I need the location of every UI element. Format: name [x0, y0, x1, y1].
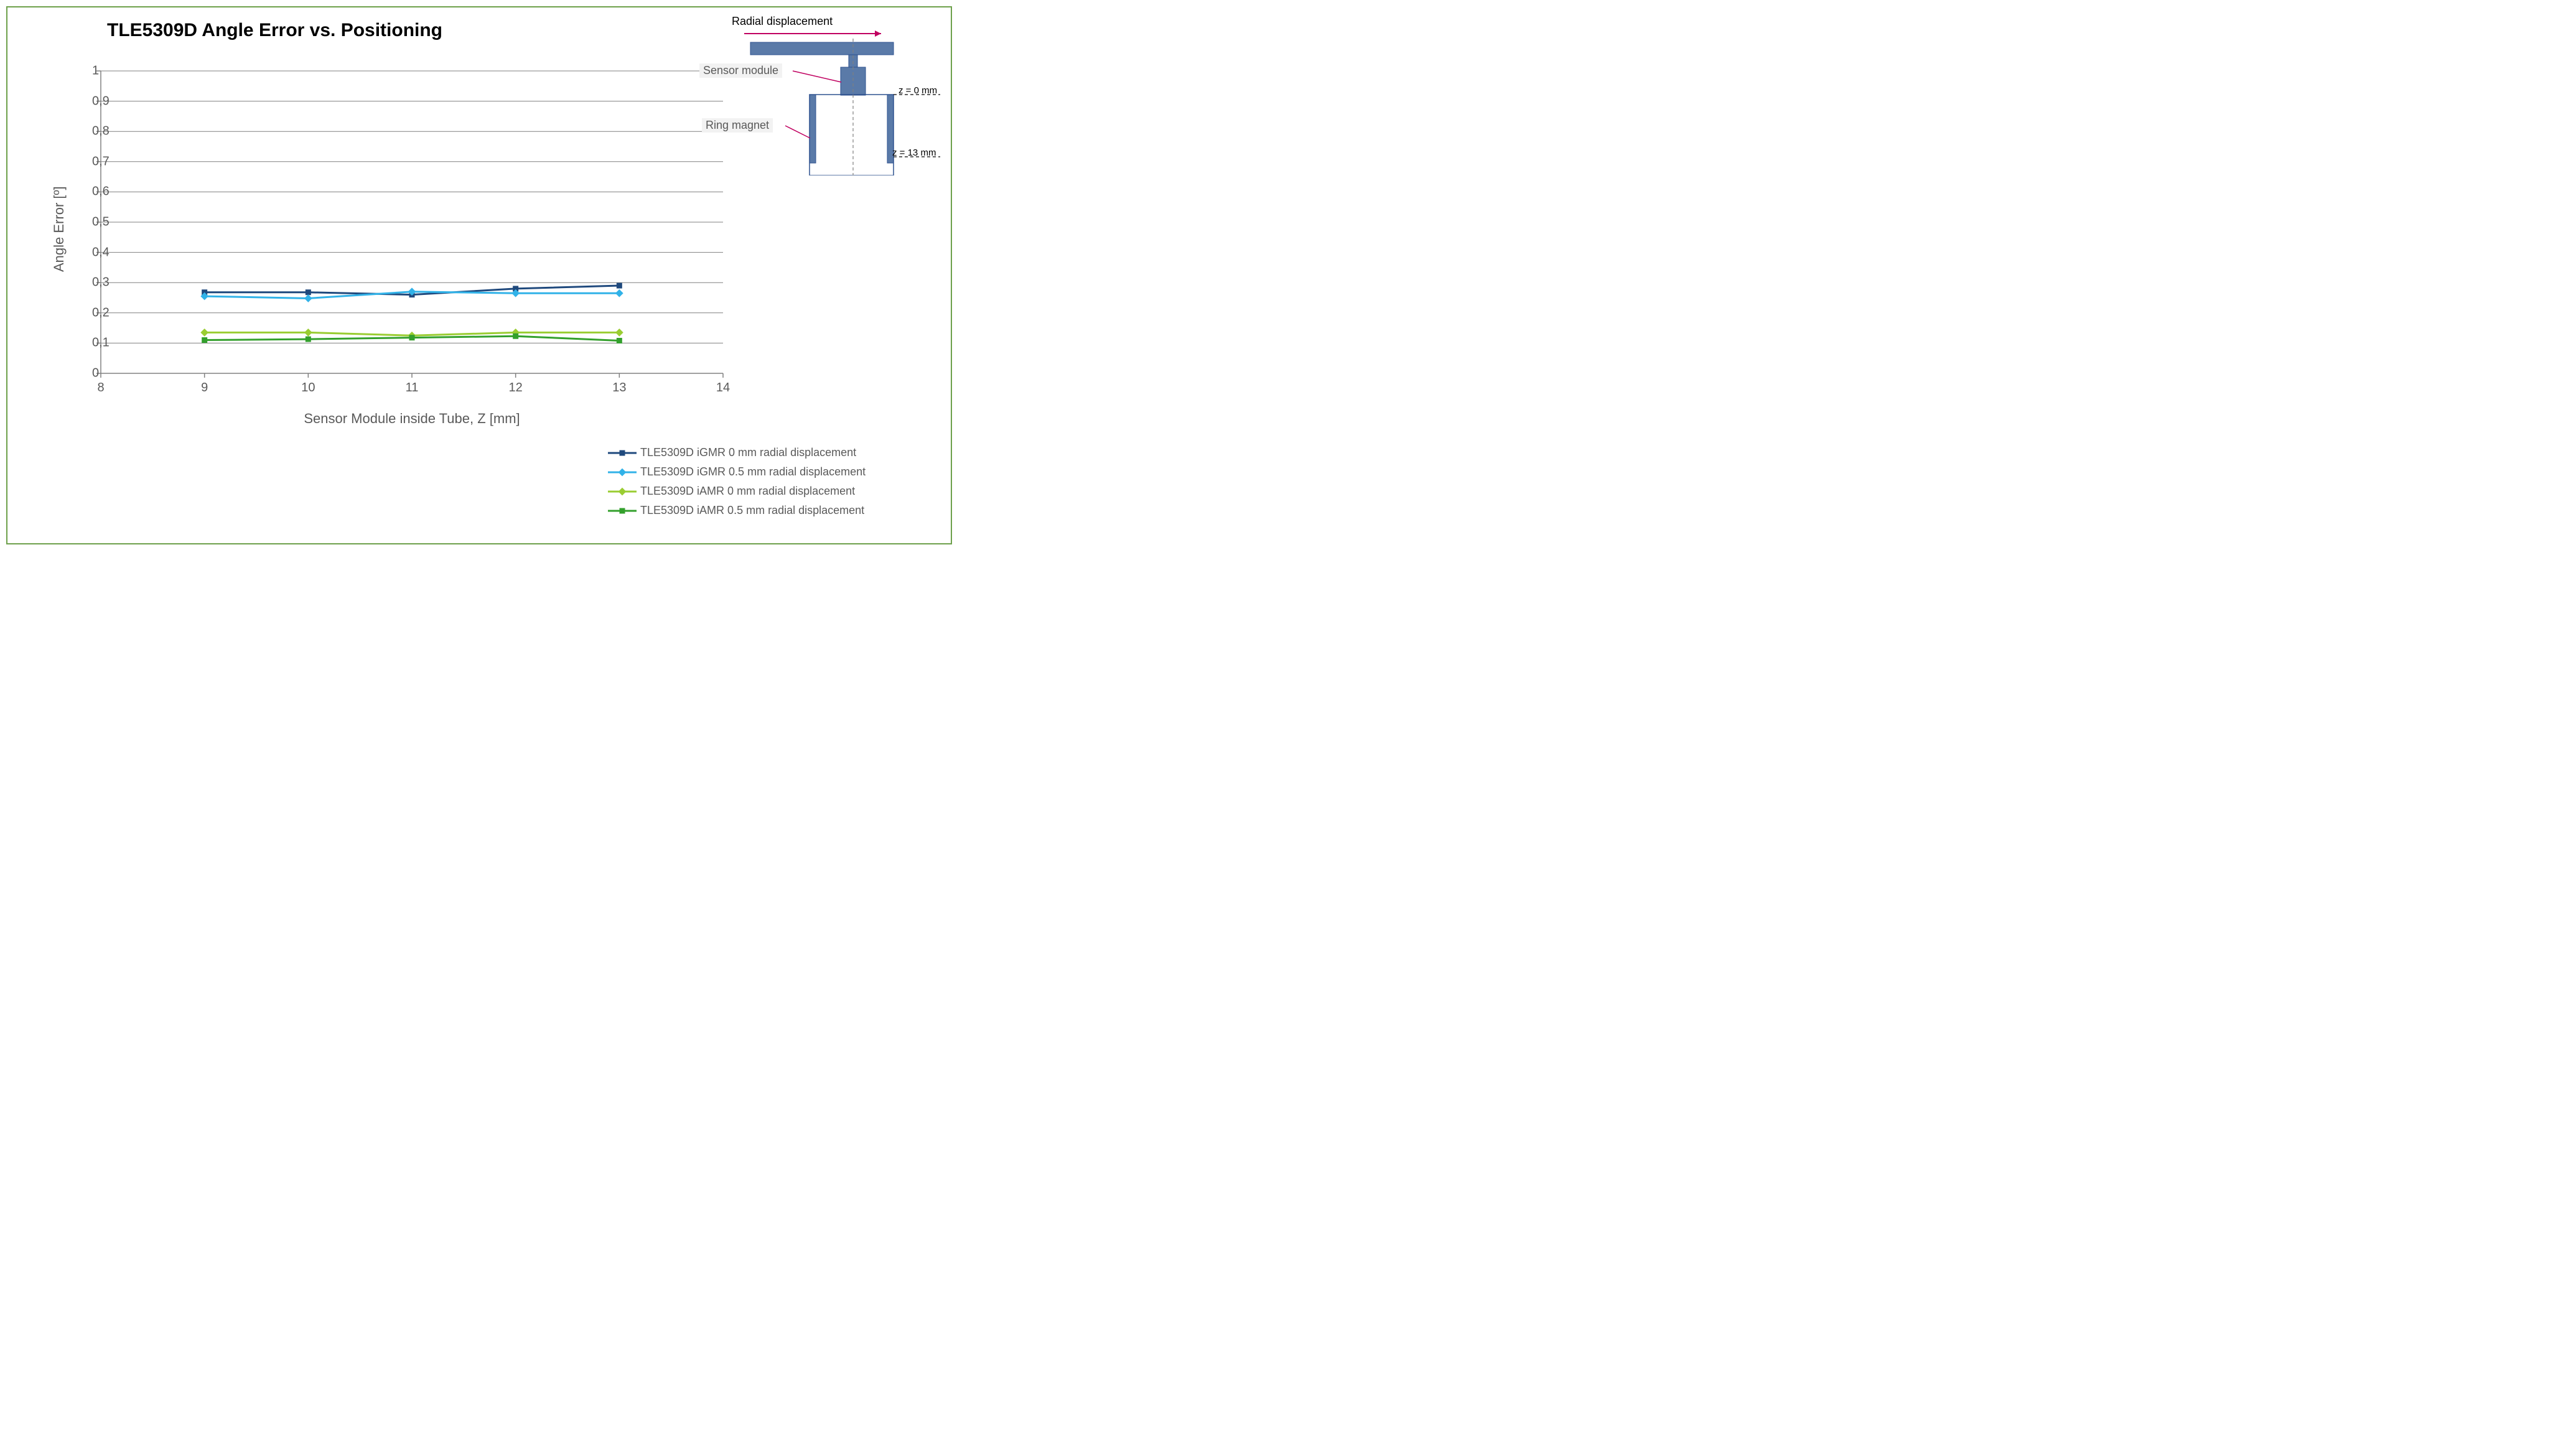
legend-item: TLE5309D iGMR 0.5 mm radial displacement	[608, 465, 866, 478]
legend-label: TLE5309D iGMR 0.5 mm radial displacement	[640, 465, 866, 478]
plot-svg	[101, 71, 723, 373]
ring-magnet-label: Ring magnet	[702, 118, 773, 133]
legend-label: TLE5309D iGMR 0 mm radial displacement	[640, 446, 856, 459]
z-zero-label: z = 0 mm	[899, 85, 937, 96]
legend-swatch	[608, 505, 637, 516]
plot-area	[101, 71, 723, 373]
sensor-module-label: Sensor module	[699, 63, 782, 78]
y-axis-label: Angle Error [º]	[51, 186, 67, 272]
legend-swatch	[608, 447, 637, 459]
xtick-label: 10	[301, 381, 315, 395]
xtick-label: 11	[406, 381, 419, 395]
legend-item: TLE5309D iGMR 0 mm radial displacement	[608, 446, 866, 459]
radial-displacement-label: Radial displacement	[732, 15, 833, 28]
chart-frame: TLE5309D Angle Error vs. Positioning 00,…	[6, 6, 952, 544]
x-axis-label: Sensor Module inside Tube, Z [mm]	[304, 411, 520, 427]
legend-swatch	[608, 467, 637, 478]
sensor-diagram: Radial displacement Sensor module Ring m…	[670, 14, 943, 175]
xtick-label: 8	[97, 381, 104, 395]
legend-label: TLE5309D iAMR 0.5 mm radial displacement	[640, 504, 864, 517]
xtick-label: 12	[509, 381, 523, 395]
z-thirteen-label: z = 13 mm	[892, 147, 936, 158]
legend-label: TLE5309D iAMR 0 mm radial displacement	[640, 485, 855, 498]
xtick-label: 13	[612, 381, 626, 395]
legend-item: TLE5309D iAMR 0.5 mm radial displacement	[608, 504, 866, 517]
legend-swatch	[608, 486, 637, 497]
xtick-label: 14	[716, 381, 730, 395]
legend-item: TLE5309D iAMR 0 mm radial displacement	[608, 485, 866, 498]
xtick-label: 9	[201, 381, 208, 395]
chart-title: TLE5309D Angle Error vs. Positioning	[107, 20, 442, 41]
legend: TLE5309D iGMR 0 mm radial displacement TL…	[608, 446, 866, 523]
